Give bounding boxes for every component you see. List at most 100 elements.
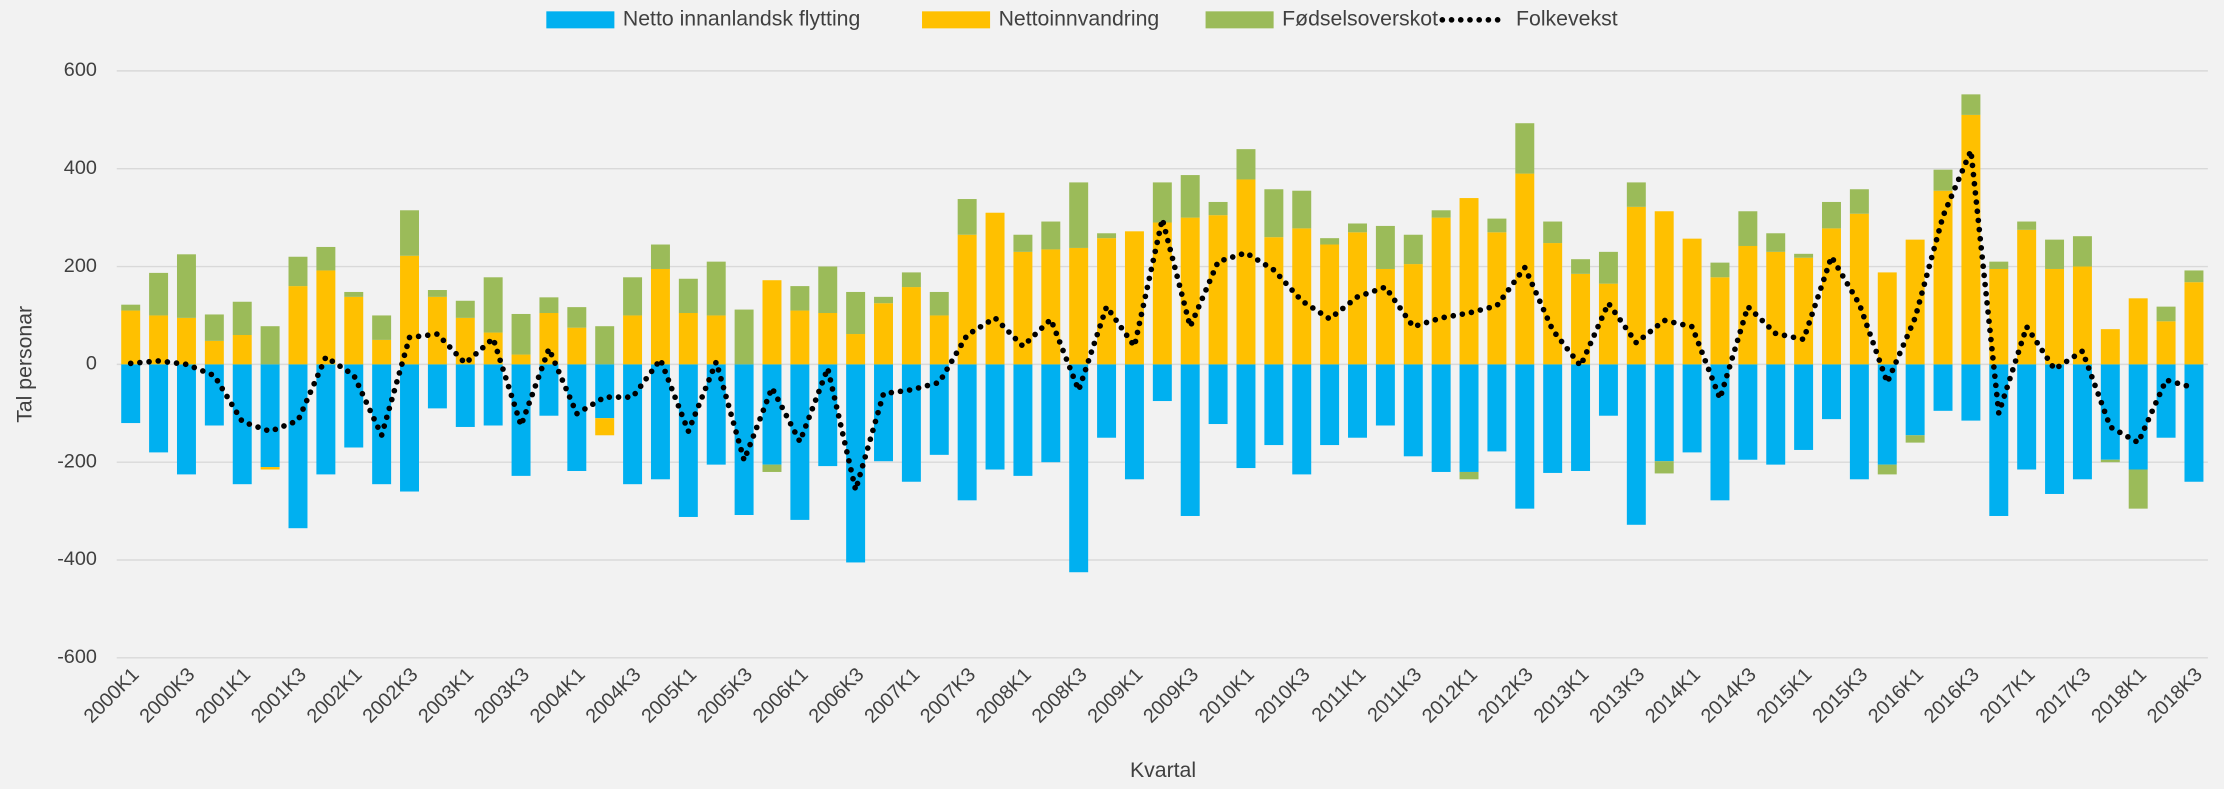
bar (1849, 213, 1869, 365)
bar (1403, 364, 1423, 457)
bar (1961, 364, 1981, 421)
bar (1487, 364, 1507, 452)
bar (1598, 283, 1618, 365)
bar (1208, 364, 1228, 425)
legend-label: Fødselsoverskot (1282, 6, 1438, 30)
bar (846, 364, 866, 563)
bar (790, 310, 810, 365)
bar (1403, 234, 1423, 265)
bar (1571, 273, 1591, 365)
bar (929, 291, 949, 316)
bar (1849, 189, 1869, 214)
bar (1264, 237, 1284, 365)
bar (706, 364, 726, 465)
bar (1822, 201, 1841, 229)
bar (121, 310, 141, 365)
bar (2100, 459, 2120, 463)
bar (1459, 364, 1479, 472)
bar (1180, 175, 1200, 218)
legend-swatch (546, 11, 615, 29)
bar (1152, 222, 1172, 365)
bar (874, 296, 893, 304)
bar (1431, 210, 1451, 218)
bar (427, 296, 447, 365)
bar (1320, 364, 1340, 446)
bar (1459, 471, 1479, 480)
bar (1320, 238, 1340, 245)
bar (149, 364, 169, 453)
bar (1013, 251, 1033, 365)
bar (539, 312, 559, 365)
bar (427, 290, 447, 297)
bar (344, 291, 364, 297)
bar (818, 266, 838, 313)
bar (1013, 234, 1033, 252)
bar (874, 303, 893, 365)
bar (2100, 329, 2120, 365)
bar (1069, 247, 1089, 365)
bar (121, 304, 141, 311)
bar (2128, 364, 2148, 470)
bar (846, 334, 866, 365)
bar (762, 280, 782, 365)
bar (1292, 364, 1312, 475)
bar (1375, 225, 1395, 269)
bar (1348, 223, 1367, 233)
bar (1626, 206, 1646, 365)
bar (1236, 179, 1256, 365)
bar (2156, 321, 2176, 365)
bar (232, 364, 252, 485)
legend-label: Netto innanlandsk flytting (623, 6, 860, 30)
bar (455, 364, 475, 427)
bar (2184, 364, 2204, 482)
bar (1822, 364, 1841, 420)
bar (650, 244, 670, 269)
bar (706, 261, 726, 316)
bar (1543, 243, 1563, 365)
bar (567, 364, 587, 471)
bar (1348, 364, 1367, 438)
bar (483, 364, 503, 426)
bar (1208, 201, 1228, 216)
bar (1626, 364, 1646, 525)
bar (1905, 364, 1925, 436)
bar (1069, 182, 1089, 248)
bar (957, 364, 977, 501)
y-axis-label: Tal personar (13, 306, 37, 423)
legend-swatch (922, 11, 991, 29)
bar (2017, 364, 2037, 470)
bar (232, 301, 252, 336)
bar (1682, 364, 1702, 453)
bar (901, 272, 921, 288)
bar (288, 364, 308, 529)
bar (595, 364, 615, 419)
bar (1431, 217, 1451, 365)
bar (1487, 232, 1507, 365)
bar (1264, 364, 1284, 446)
bar (1598, 364, 1618, 416)
bar (2184, 282, 2204, 365)
bar (1710, 364, 1730, 501)
bar (1989, 268, 2009, 365)
bar (1236, 149, 1256, 180)
bar (121, 364, 141, 424)
bar (1208, 215, 1228, 365)
bar (204, 340, 224, 365)
bar (1571, 259, 1591, 274)
y-tick-label: 200 (64, 255, 97, 277)
bar (204, 364, 224, 426)
bar (1766, 233, 1786, 252)
bar (455, 317, 475, 365)
bar (1933, 190, 1953, 365)
bar (762, 464, 782, 472)
bar (1794, 257, 1814, 365)
bar (511, 354, 531, 365)
bar (1933, 364, 1953, 411)
bar (1654, 364, 1674, 462)
bar (1069, 364, 1089, 573)
x-axis-label: Kvartal (1130, 758, 1196, 782)
bar (595, 418, 615, 436)
bar (1849, 364, 1869, 480)
bar (1124, 364, 1144, 480)
